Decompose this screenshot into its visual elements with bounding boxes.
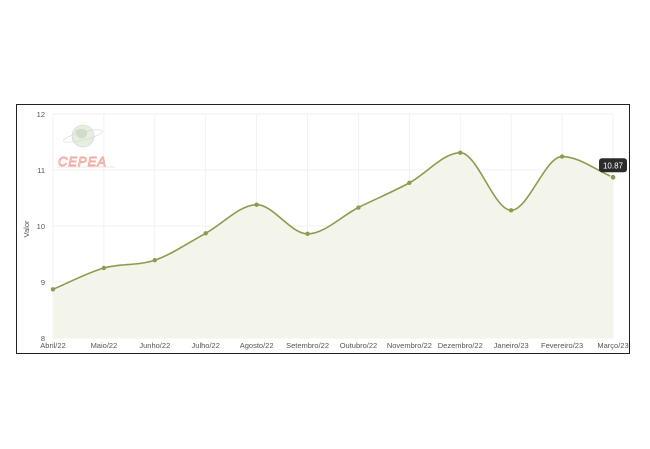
data-point (458, 150, 463, 155)
tooltip-background (599, 158, 627, 173)
x-tick-label: Agosto/22 (240, 341, 274, 350)
chart-frame: CEPEA 8 9 10 11 12 Abril/22 Maio/22 Junho/22 Ju… (16, 104, 630, 354)
data-point (609, 174, 617, 181)
logo-text: CEPEA (58, 154, 107, 169)
data-point (305, 231, 310, 237)
line-area-chart: CEPEA 8 9 10 11 12 Abril/22 Maio/22 Junho/22 Ju… (22, 110, 629, 350)
x-tick-label: Outubro/22 (340, 341, 378, 350)
x-tick-label: Novembro/22 (387, 341, 432, 350)
x-tick-label: Dezembro/22 (438, 341, 483, 350)
area-fill (53, 152, 613, 338)
x-tick-label: Abril/22 (40, 341, 65, 350)
y-tick-label: 10 (37, 222, 45, 231)
data-point (50, 287, 56, 292)
y-tick-label: 9 (41, 278, 45, 287)
data-point (407, 180, 412, 186)
y-axis-ticks: 8 9 10 11 12 (37, 110, 45, 343)
y-tick-label: 8 (41, 334, 45, 343)
data-point (559, 154, 565, 159)
data-points (50, 150, 617, 292)
y-tick-label: 11 (37, 166, 45, 175)
y-axis-title: Valor (22, 220, 31, 237)
x-tick-label: Junho/22 (139, 341, 170, 350)
data-point (356, 205, 361, 210)
tooltip-label: 10.87 (603, 161, 624, 170)
x-tick-label: Maio/22 (91, 341, 118, 350)
x-tick-label: Setembro/22 (286, 341, 329, 350)
data-point (254, 202, 259, 207)
y-tick-label: 12 (37, 110, 45, 119)
data-point (508, 208, 514, 213)
x-tick-label: Julho/22 (192, 341, 220, 350)
x-axis-ticks: Abril/22 Maio/22 Junho/22 Julho/22 Agosto/22… (40, 341, 628, 350)
data-point (101, 265, 107, 271)
x-tick-label: Fevereiro/23 (541, 341, 583, 350)
x-tick-label: Março/23 (597, 341, 628, 350)
data-point (203, 231, 208, 236)
x-tick-label: Janeiro/23 (494, 341, 529, 350)
value-tooltip: 10.87 (599, 158, 627, 173)
data-point (152, 257, 158, 263)
cepea-logo: CEPEA (57, 124, 115, 169)
